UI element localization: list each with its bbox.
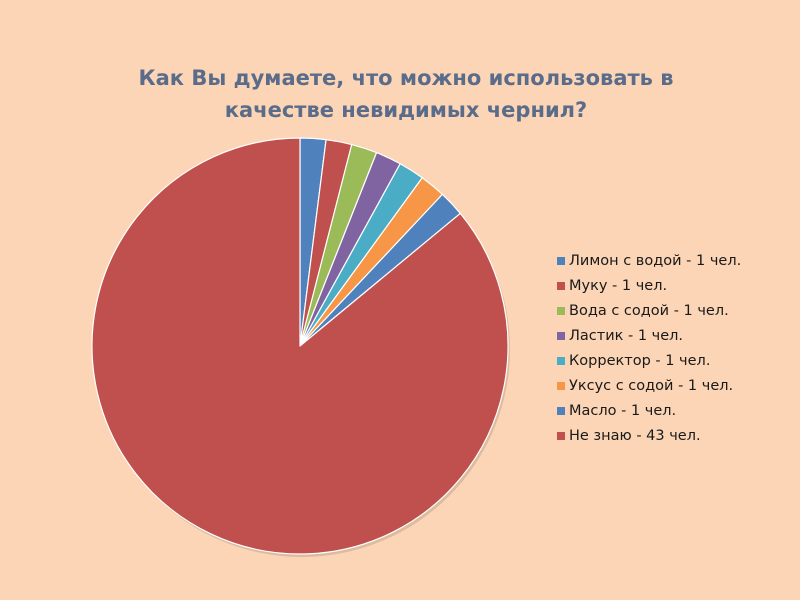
legend-swatch <box>557 431 565 440</box>
legend-item-1: Лимон с водой - 1 чел. <box>557 249 741 274</box>
legend-item-7: Масло - 1 чел. <box>557 398 741 423</box>
legend-item-2: Муку - 1 чел. <box>557 274 741 299</box>
legend-item-3: Вода с содой - 1 чел. <box>557 299 741 324</box>
legend-swatch <box>557 357 565 365</box>
pie-slice-8 <box>91 137 509 555</box>
chart-title: Как Вы думаете, что можно использовать в… <box>100 62 712 126</box>
legend-label: Масло - 1 чел. <box>569 402 677 419</box>
legend-label: Не знаю - 43 чел. <box>569 427 701 444</box>
legend-label: Уксус с содой - 1 чел. <box>569 377 734 394</box>
legend-swatch <box>557 332 565 341</box>
legend-item-6: Уксус с содой - 1 чел. <box>557 373 741 398</box>
legend-swatch <box>557 307 565 316</box>
legend-item-8: Не знаю - 43 чел. <box>557 423 741 448</box>
legend-swatch <box>557 406 565 415</box>
legend-label: Ластик - 1 чел. <box>569 328 684 345</box>
chart-title-line-2: качестве невидимых чернил? <box>224 98 588 122</box>
legend-item-4: Ластик - 1 чел. <box>557 324 741 349</box>
legend-swatch <box>557 282 565 291</box>
legend-label: Вода с содой - 1 чел. <box>569 303 729 320</box>
legend-swatch <box>557 381 565 390</box>
legend-label: Лимон с водой - 1 чел. <box>569 253 742 270</box>
legend-swatch <box>557 257 565 266</box>
chart-title-line-1: Как Вы думаете, что можно использовать в <box>138 66 674 90</box>
chart-legend: Лимон с водой - 1 чел. Муку - 1 чел. Вода … <box>557 249 741 448</box>
legend-label: Корректор - 1 чел. <box>569 353 711 369</box>
legend-item-5: Корректор - 1 чел. <box>557 349 741 374</box>
legend-label: Муку - 1 чел. <box>569 278 668 295</box>
